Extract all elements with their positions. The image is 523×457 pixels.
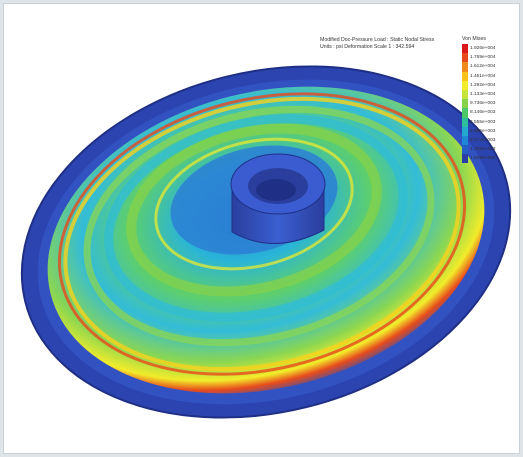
legend-swatch (462, 53, 468, 63)
legend-row: 6.555e+003 (462, 117, 522, 127)
legend-value: 1.451e+004 (470, 73, 496, 79)
legend-row: 1.769e+004 (462, 53, 522, 63)
legend-swatch (462, 154, 468, 164)
legend-value: 1.612e+004 (470, 64, 496, 70)
legend-value: 1.926e+004 (470, 46, 496, 52)
stress-legend: Von Mises 1.926e+004 1.769e+004 1.612e+004… (462, 36, 522, 164)
legend-value: 8.146e+003 (470, 110, 496, 116)
legend-value: 4.965e+003 (470, 128, 496, 134)
legend-swatch (462, 126, 468, 136)
caption-line-2: Units : psi Deformation Scale 1 : 342.59… (320, 44, 415, 50)
legend-row: 4.965e+003 (462, 126, 522, 136)
legend-value: 3.374e+003 (470, 137, 496, 143)
legend-value: 6.555e+003 (470, 119, 496, 125)
legend-swatch (462, 44, 468, 54)
legend-value: 9.736e+003 (470, 101, 496, 107)
analysis-caption: Modified Doc-Pressure Load : Static Noda… (320, 37, 434, 51)
legend-value: 1.926e+002 (470, 156, 496, 162)
legend-row: 1.133e+004 (462, 89, 522, 100)
legend-value: 1.783e+003 (470, 147, 496, 153)
legend-title: Von Mises (462, 36, 486, 42)
legend-row: 1.451e+004 (462, 71, 522, 81)
legend-row: 1.926e+002 (462, 154, 522, 164)
legend-value: 1.292e+004 (470, 82, 496, 88)
legend-row: 1.783e+003 (462, 145, 522, 155)
legend-value: 1.769e+004 (470, 55, 496, 61)
legend-swatch (462, 62, 468, 72)
legend-swatch (462, 80, 468, 90)
fea-stress-plot (20, 65, 512, 419)
legend-swatch (462, 145, 468, 155)
legend-swatch (462, 108, 468, 118)
legend-scale: 1.926e+004 1.769e+004 1.612e+004 1.451e+004… (462, 44, 522, 164)
caption-line-1: Modified Doc-Pressure Load : Static Noda… (320, 37, 435, 43)
legend-row: 1.926e+004 (462, 44, 522, 54)
legend-swatch (462, 89, 468, 100)
legend-row: 1.612e+004 (462, 62, 522, 72)
legend-row: 3.374e+003 (462, 135, 522, 146)
legend-swatch (462, 117, 468, 127)
legend-row: 8.146e+003 (462, 108, 522, 118)
central-hub (230, 153, 326, 244)
legend-value: 1.133e+004 (470, 92, 496, 98)
legend-swatch (462, 99, 468, 109)
legend-row: 9.736e+003 (462, 99, 522, 109)
legend-swatch (462, 71, 468, 81)
figure-frame: Modified Doc-Pressure Load : Static Noda… (3, 3, 520, 454)
legend-swatch (462, 135, 468, 146)
legend-row: 1.292e+004 (462, 80, 522, 90)
